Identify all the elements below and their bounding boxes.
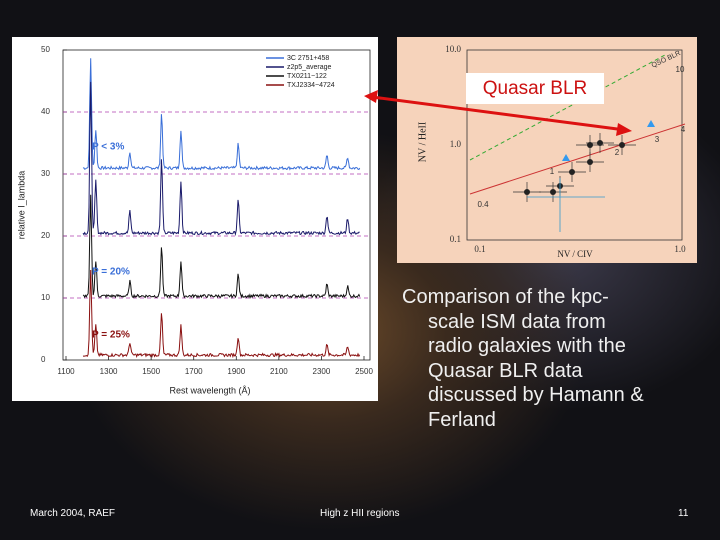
point — [597, 140, 603, 146]
body-line: Ferland — [428, 408, 496, 431]
y-tick-label: 20 — [41, 231, 50, 240]
y-axis-label: NV / HeII — [417, 122, 428, 162]
x-tick-label: 0.1 — [474, 244, 485, 254]
fit-line — [469, 123, 686, 195]
body-line: radio galaxies with the — [428, 335, 626, 357]
spectrum — [82, 81, 360, 237]
legend-label: z2p5_average — [287, 64, 331, 71]
right-plot-frame — [397, 37, 697, 263]
point — [569, 169, 575, 175]
arrow-head — [364, 90, 378, 103]
point-label: 2 — [615, 148, 620, 157]
point-label: 10 — [676, 65, 685, 74]
y-tick-label: 10 — [41, 293, 50, 302]
y-tick-label: 40 — [41, 107, 50, 116]
left-plot-axes — [62, 49, 371, 361]
point-label: 4 — [681, 125, 686, 134]
x-tick-label: 2500 — [355, 367, 373, 376]
footer-left: March 2004, RAEF — [30, 508, 116, 519]
point — [587, 159, 593, 165]
annotation: P < 3% — [92, 142, 124, 153]
spectrum — [82, 194, 361, 299]
x-tick-label: 1.0 — [674, 244, 686, 254]
x-tick-label: 2300 — [313, 367, 331, 376]
point-label: 3 — [655, 135, 660, 144]
annotation: P = 25% — [92, 330, 130, 341]
spectrum — [82, 269, 361, 359]
y-tick-label: 50 — [41, 45, 50, 54]
right-plot-axes — [466, 49, 683, 241]
y-axis-label: relative I_lambda — [16, 171, 26, 240]
left-plot: 50 40 30 20 10 0 1100 1300 1500 1700 1900 2100 2300 2… — [16, 45, 373, 395]
left-plot-frame — [12, 37, 378, 401]
point — [550, 189, 556, 195]
x-axis-label: Rest wavelength (Å) — [169, 385, 250, 395]
body-line: Quasar BLR data — [428, 359, 583, 382]
x-tick-label: 1300 — [100, 367, 118, 376]
qso-line — [469, 54, 666, 161]
legend-label: TX0211−122 — [287, 73, 327, 80]
y-tick-label: 0.1 — [450, 234, 461, 244]
callout-arrow — [371, 95, 626, 132]
x-tick-label: 1900 — [227, 367, 245, 376]
x-tick-label: 1100 — [57, 367, 75, 376]
x-tick-label: 1700 — [185, 367, 203, 376]
x-tick-label: 2100 — [270, 367, 288, 376]
x-tick-label: 1500 — [142, 367, 160, 376]
point — [524, 189, 530, 195]
body-line: scale ISM data from — [428, 310, 606, 333]
triangle — [647, 120, 655, 127]
y-tick-label: 1.0 — [450, 139, 462, 149]
point — [587, 142, 593, 148]
y-tick-label: 10.0 — [445, 44, 461, 54]
body-line: discussed by Hamann & — [428, 384, 644, 406]
y-tick-label: 30 — [41, 169, 50, 178]
body-line: Comparison of the kpc- — [402, 286, 609, 308]
callout-label: Quasar BLR — [483, 78, 588, 99]
y-tick-label: 0 — [41, 355, 46, 364]
x-axis-label: NV / CIV — [557, 249, 593, 259]
arrow-head — [616, 123, 632, 136]
footer-right: 11 — [678, 508, 689, 519]
point-label: 1 — [550, 167, 555, 176]
triangle — [562, 154, 570, 161]
point-label: 0.4 — [477, 200, 489, 209]
legend-label: 3C 2751+458 — [287, 55, 329, 62]
footer-center: High z HII regions — [320, 508, 400, 519]
point — [619, 142, 625, 148]
spectrum — [82, 58, 361, 171]
callout-box — [466, 73, 604, 104]
annotation: P = 20% — [92, 267, 130, 278]
legend-label: TXJ2334−4724 — [287, 82, 335, 89]
